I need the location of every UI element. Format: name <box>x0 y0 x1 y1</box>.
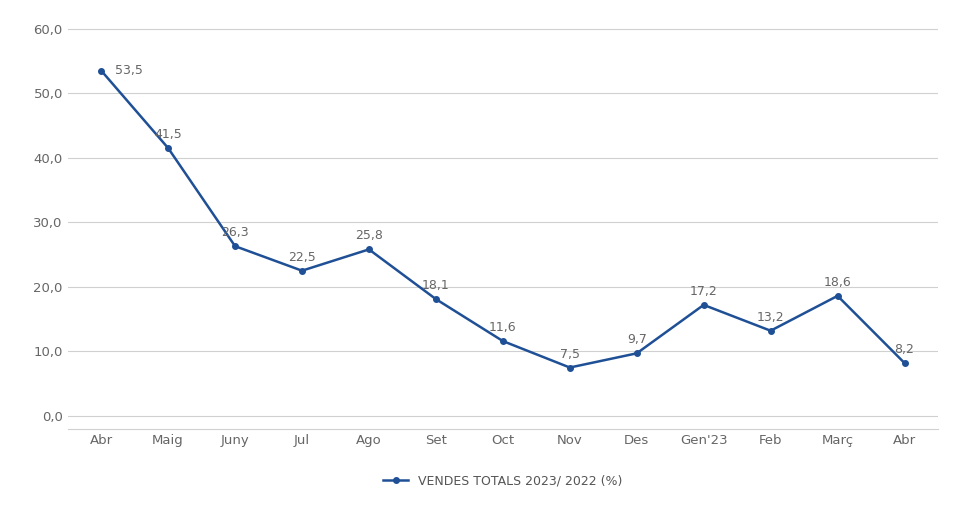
VENDES TOTALS 2023/ 2022 (%) <box>162 145 174 151</box>
Text: 8,2: 8,2 <box>894 343 915 356</box>
Text: 11,6: 11,6 <box>489 321 516 334</box>
VENDES TOTALS 2023/ 2022 (%) <box>364 246 375 253</box>
VENDES TOTALS 2023/ 2022 (%) <box>630 350 642 357</box>
Line: VENDES TOTALS 2023/ 2022 (%): VENDES TOTALS 2023/ 2022 (%) <box>99 68 907 370</box>
Text: 41,5: 41,5 <box>154 128 182 141</box>
VENDES TOTALS 2023/ 2022 (%) <box>564 365 575 371</box>
Text: 7,5: 7,5 <box>560 348 580 360</box>
Text: 18,6: 18,6 <box>824 276 852 289</box>
VENDES TOTALS 2023/ 2022 (%) <box>96 67 107 74</box>
VENDES TOTALS 2023/ 2022 (%) <box>229 243 241 249</box>
Text: 26,3: 26,3 <box>221 226 249 239</box>
VENDES TOTALS 2023/ 2022 (%) <box>765 327 777 334</box>
Text: 18,1: 18,1 <box>422 279 450 292</box>
Text: 13,2: 13,2 <box>757 311 784 324</box>
VENDES TOTALS 2023/ 2022 (%) <box>832 293 843 299</box>
Text: 53,5: 53,5 <box>115 64 143 77</box>
VENDES TOTALS 2023/ 2022 (%) <box>497 338 509 344</box>
Text: 9,7: 9,7 <box>627 333 647 346</box>
VENDES TOTALS 2023/ 2022 (%) <box>898 360 910 366</box>
Legend: VENDES TOTALS 2023/ 2022 (%): VENDES TOTALS 2023/ 2022 (%) <box>378 470 628 493</box>
Text: 17,2: 17,2 <box>689 285 718 298</box>
VENDES TOTALS 2023/ 2022 (%) <box>296 268 308 274</box>
Text: 25,8: 25,8 <box>355 230 383 243</box>
VENDES TOTALS 2023/ 2022 (%) <box>698 302 710 308</box>
VENDES TOTALS 2023/ 2022 (%) <box>430 296 442 302</box>
Text: 22,5: 22,5 <box>288 251 316 264</box>
